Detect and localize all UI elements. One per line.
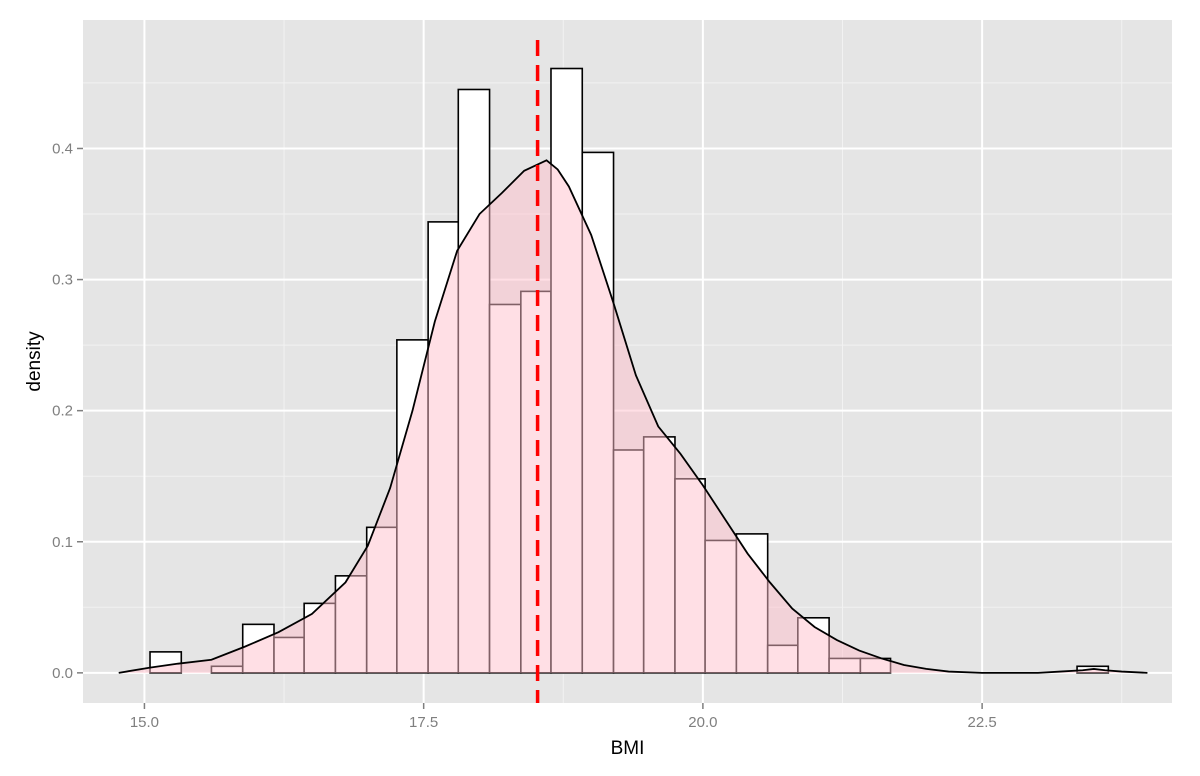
x-tick-label: 20.0 [688,714,717,731]
x-axis: 15.0 17.5 20.0 22.5 [130,703,997,731]
y-tick-label: 0.1 [52,534,73,551]
y-tick-label: 0.0 [52,665,73,682]
y-axis: 0.0 0.1 0.2 0.3 0.4 [52,140,83,682]
y-axis-title: density [24,331,45,392]
x-tick-label: 17.5 [409,714,438,731]
y-tick-label: 0.3 [52,272,73,289]
x-axis-title: BMI [611,738,645,759]
y-tick-label: 0.2 [52,403,73,420]
density-curve [118,159,1148,674]
x-tick-label: 15.0 [130,714,159,731]
y-tick-label: 0.4 [52,140,73,157]
density-area [118,160,1148,673]
x-tick-label: 22.5 [968,714,997,731]
